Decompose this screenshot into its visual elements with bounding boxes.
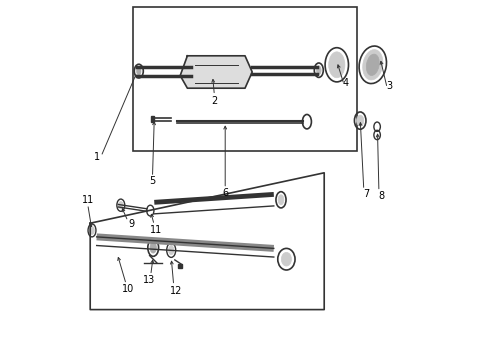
Text: 12: 12 xyxy=(170,285,182,296)
Text: 11: 11 xyxy=(150,225,162,235)
Ellipse shape xyxy=(169,246,174,255)
Ellipse shape xyxy=(317,66,321,75)
Ellipse shape xyxy=(137,67,141,75)
Text: 5: 5 xyxy=(149,176,156,186)
Ellipse shape xyxy=(367,54,379,76)
Text: 13: 13 xyxy=(143,275,155,285)
Bar xyxy=(151,116,154,122)
Ellipse shape xyxy=(357,115,364,126)
Ellipse shape xyxy=(90,226,95,234)
Polygon shape xyxy=(180,56,252,88)
Ellipse shape xyxy=(329,52,345,78)
Ellipse shape xyxy=(119,202,123,209)
Text: 8: 8 xyxy=(378,191,384,201)
Text: 1: 1 xyxy=(94,152,100,162)
Bar xyxy=(178,264,182,268)
Ellipse shape xyxy=(281,252,292,266)
Ellipse shape xyxy=(150,242,156,253)
Text: 2: 2 xyxy=(211,96,218,106)
Text: 10: 10 xyxy=(122,284,134,294)
Text: 11: 11 xyxy=(81,195,94,205)
Ellipse shape xyxy=(278,195,284,205)
Text: 4: 4 xyxy=(343,78,349,88)
Text: 9: 9 xyxy=(128,219,135,229)
Text: 7: 7 xyxy=(363,189,369,199)
Text: 3: 3 xyxy=(386,81,392,91)
Text: 6: 6 xyxy=(222,188,228,198)
Ellipse shape xyxy=(363,50,383,80)
